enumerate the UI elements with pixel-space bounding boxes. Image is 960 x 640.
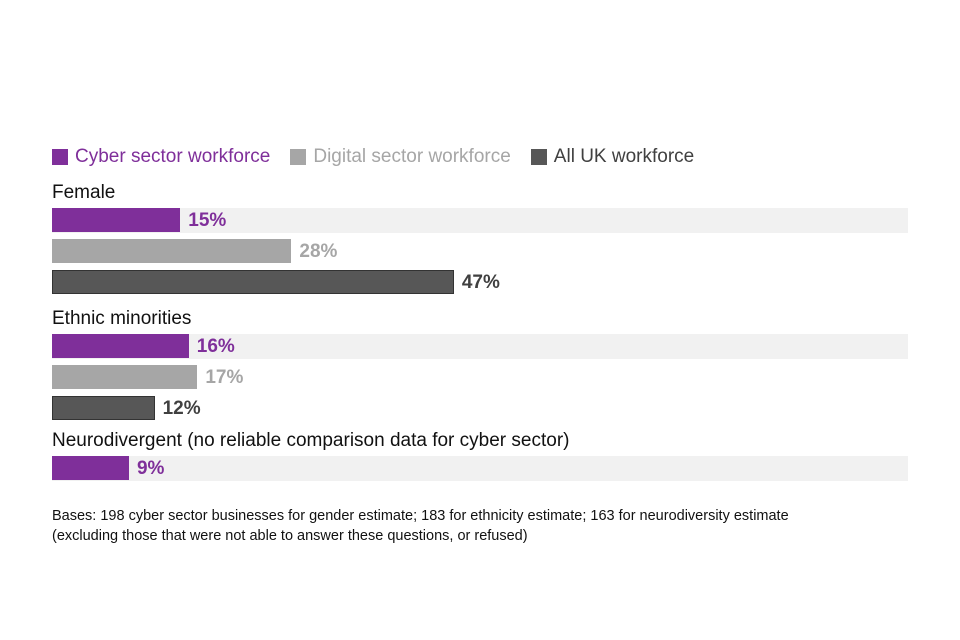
legend-item-2: All UK workforce	[530, 146, 695, 168]
group-label-0: Female	[52, 182, 116, 203]
value-label-0-2: 47%	[461, 272, 500, 293]
legend-label-2: All UK workforce	[553, 146, 695, 167]
legend-item-1: Digital sector workforce	[290, 146, 511, 168]
bar-0-0	[52, 208, 181, 232]
bar-track-1	[52, 334, 908, 359]
bases-footnote: Bases: 198 cyber sector businesses for g…	[52, 506, 912, 546]
bases-line-2: (excluding those that were not able to a…	[52, 528, 528, 544]
bar-0-1	[52, 239, 292, 263]
value-label-0-1: 28%	[299, 241, 338, 262]
bar-2-0	[52, 456, 129, 480]
value-label-1-0: 16%	[196, 336, 235, 357]
bar-track-2	[52, 456, 908, 481]
bar-1-2	[52, 396, 155, 420]
value-label-1-1: 17%	[205, 367, 244, 388]
group-label-1: Ethnic minorities	[52, 308, 192, 329]
value-label-0-0: 15%	[188, 210, 227, 231]
legend-swatch-0	[52, 149, 68, 165]
legend-swatch-1	[290, 149, 307, 165]
value-label-2-0: 9%	[136, 458, 165, 479]
group-label-2: Neurodivergent (no reliable comparison d…	[52, 430, 570, 451]
legend-swatch-2	[530, 149, 547, 165]
value-label-1-2: 12%	[162, 398, 201, 419]
legend-label-0: Cyber sector workforce	[75, 146, 271, 167]
bar-1-0	[52, 334, 189, 358]
bar-track-0	[52, 208, 908, 233]
legend-label-1: Digital sector workforce	[313, 146, 511, 167]
bar-0-2	[52, 270, 454, 294]
bar-1-1	[52, 365, 198, 389]
legend-item-0: Cyber sector workforce	[52, 146, 270, 168]
bases-line-1: Bases: 198 cyber sector businesses for g…	[52, 508, 789, 524]
legend: Cyber sector workforce Digital sector wor…	[52, 146, 714, 168]
